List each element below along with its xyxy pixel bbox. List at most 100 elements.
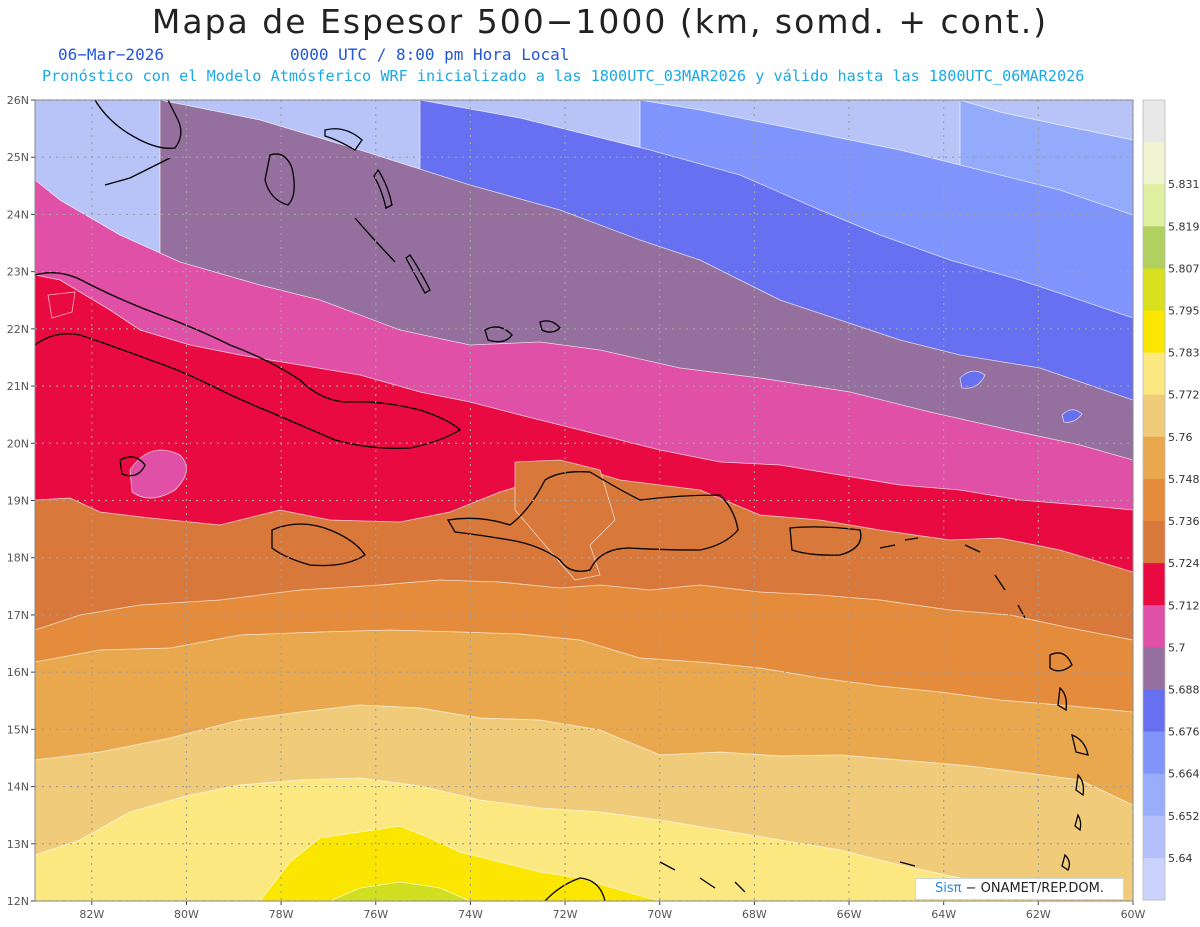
lat-label: 26N: [7, 94, 29, 107]
colorbar-label: 5.795: [1168, 305, 1200, 318]
lat-label: 14N: [7, 781, 29, 794]
latitude-labels: 26N 25N 24N 23N 22N 21N 20N 19N 18N 17N 16N 15N 14N 1…: [7, 94, 29, 908]
lat-label: 16N: [7, 666, 29, 679]
cuba: [34, 272, 462, 449]
lon-label: 80W: [174, 908, 199, 921]
lat-label: 15N: [7, 723, 29, 736]
map-frame: [34, 99, 1134, 902]
colorbar-swatch: [1143, 815, 1165, 859]
florida-coast: [94, 99, 182, 149]
lat-label: 22N: [7, 323, 29, 336]
colorbar-swatch: [1143, 226, 1165, 269]
contour-patch-4: [1061, 409, 1083, 423]
colorbar-label: 5.676: [1168, 726, 1200, 739]
colorbar-swatch: [1143, 478, 1165, 522]
lon-label: 76W: [363, 908, 388, 921]
eleuthera: [373, 168, 393, 209]
lat-label: 12N: [7, 895, 29, 908]
lat-label: 21N: [7, 380, 29, 393]
credit-badge: Sisπ − ONAMET/REP.DOM.: [915, 878, 1124, 900]
florida-keys: [104, 157, 171, 186]
colorbar-swatch: [1143, 731, 1165, 775]
lon-label: 64W: [931, 908, 956, 921]
colorbar-swatch: [1143, 773, 1165, 817]
colorbar: 5.64 5.652 5.664 5.676 5.688 5.7 5.712 5.724 5.7…: [1142, 99, 1200, 901]
colorbar-label: 5.652: [1168, 810, 1200, 823]
map-title: Mapa de Espesor 500−1000 (km, somd. + co…: [151, 2, 1049, 41]
andros-island: [264, 153, 295, 206]
lat-label: 25N: [7, 151, 29, 164]
colorbar-swatch: [1143, 142, 1165, 185]
colorbar-label: 5.831: [1168, 178, 1200, 191]
lon-label: 78W: [269, 908, 294, 921]
grenada: [1061, 853, 1071, 871]
lat-label: 19N: [7, 495, 29, 508]
virgin-islands: [879, 537, 919, 549]
lon-label: 72W: [553, 908, 578, 921]
lon-label: 70W: [647, 908, 672, 921]
colorbar-swatch: [1143, 521, 1165, 564]
venezuela-coast: [544, 877, 606, 902]
longitude-labels: 82W 80W 78W 76W 74W 72W 70W 68W 66W 64W 62W 60W: [79, 908, 1145, 921]
valid-time: 0000 UTC / 8:00 pm Hora Local: [290, 45, 570, 64]
colorbar-swatch: [1143, 268, 1165, 312]
colorbar-swatch: [1143, 352, 1165, 396]
colorbar-label: 5.772: [1168, 389, 1200, 402]
lon-label: 62W: [1026, 908, 1051, 921]
colorbar-label: 5.724: [1168, 557, 1200, 570]
lon-label: 68W: [742, 908, 767, 921]
credit-org: − ONAMET/REP.DOM.: [961, 881, 1104, 896]
lon-label: 66W: [837, 908, 862, 921]
jamaica: [271, 523, 366, 567]
caicos: [539, 320, 561, 333]
contour-patch-3: [959, 370, 986, 389]
lat-label: 20N: [7, 437, 29, 450]
colorbar-swatch: [1143, 689, 1165, 733]
colorbar-label: 5.819: [1168, 220, 1200, 233]
colorbar-swatch: [1143, 647, 1165, 690]
colorbar-swatch: [1143, 310, 1165, 354]
lat-label: 18N: [7, 552, 29, 565]
thickness-band-13: [259, 825, 661, 902]
colorbar-label: 5.736: [1168, 515, 1200, 528]
martinique: [1071, 733, 1089, 756]
lon-label: 60W: [1121, 908, 1146, 921]
colorbar-label: 5.748: [1168, 473, 1200, 486]
long-island-bah: [405, 254, 431, 294]
colorbar-label: 5.807: [1168, 262, 1200, 275]
sis-logo: Sisπ: [934, 881, 962, 896]
aruba-curacao: [659, 861, 746, 893]
valid-date: 06−Mar−2026: [58, 45, 164, 64]
lat-label: 23N: [7, 266, 29, 279]
hispaniola: [446, 471, 739, 572]
colorbar-label: 5.7: [1168, 641, 1186, 654]
lon-label: 82W: [79, 908, 104, 921]
st-lucia: [1075, 773, 1085, 797]
lon-label: 74W: [458, 908, 483, 921]
lat-label: 13N: [7, 838, 29, 851]
lat-label: 17N: [7, 609, 29, 622]
colorbar-frame: [1142, 99, 1166, 901]
leewards: [964, 544, 1026, 619]
inagua: [484, 326, 513, 343]
colorbar-swatch: [1143, 100, 1165, 143]
colorbar-label: 5.783: [1168, 347, 1200, 360]
colorbar-swatch: [1143, 394, 1165, 438]
contour-patch-1: [47, 291, 76, 319]
forecast-description: Pronóstico con el Modelo Atmósferico WRF…: [42, 67, 1085, 85]
st-vincent: [1074, 813, 1082, 832]
colorbar-swatch: [1143, 605, 1165, 648]
dominica: [1057, 686, 1068, 712]
puerto-rico: [789, 526, 862, 556]
colorbar-swatch: [1143, 436, 1165, 480]
thickness-bands: [34, 99, 1134, 902]
colorbar-swatch: [1143, 857, 1165, 901]
colorbar-label: 5.712: [1168, 599, 1200, 612]
contour-patch-2: [129, 449, 187, 499]
colorbar-label: 5.76: [1168, 431, 1193, 444]
colorbar-label: 5.664: [1168, 768, 1200, 781]
lat-label: 24N: [7, 208, 29, 221]
guadeloupe: [1049, 652, 1073, 672]
isla-juventud: [119, 456, 146, 477]
